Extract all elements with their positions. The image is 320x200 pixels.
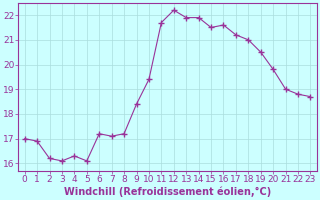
X-axis label: Windchill (Refroidissement éolien,°C): Windchill (Refroidissement éolien,°C)	[64, 187, 271, 197]
